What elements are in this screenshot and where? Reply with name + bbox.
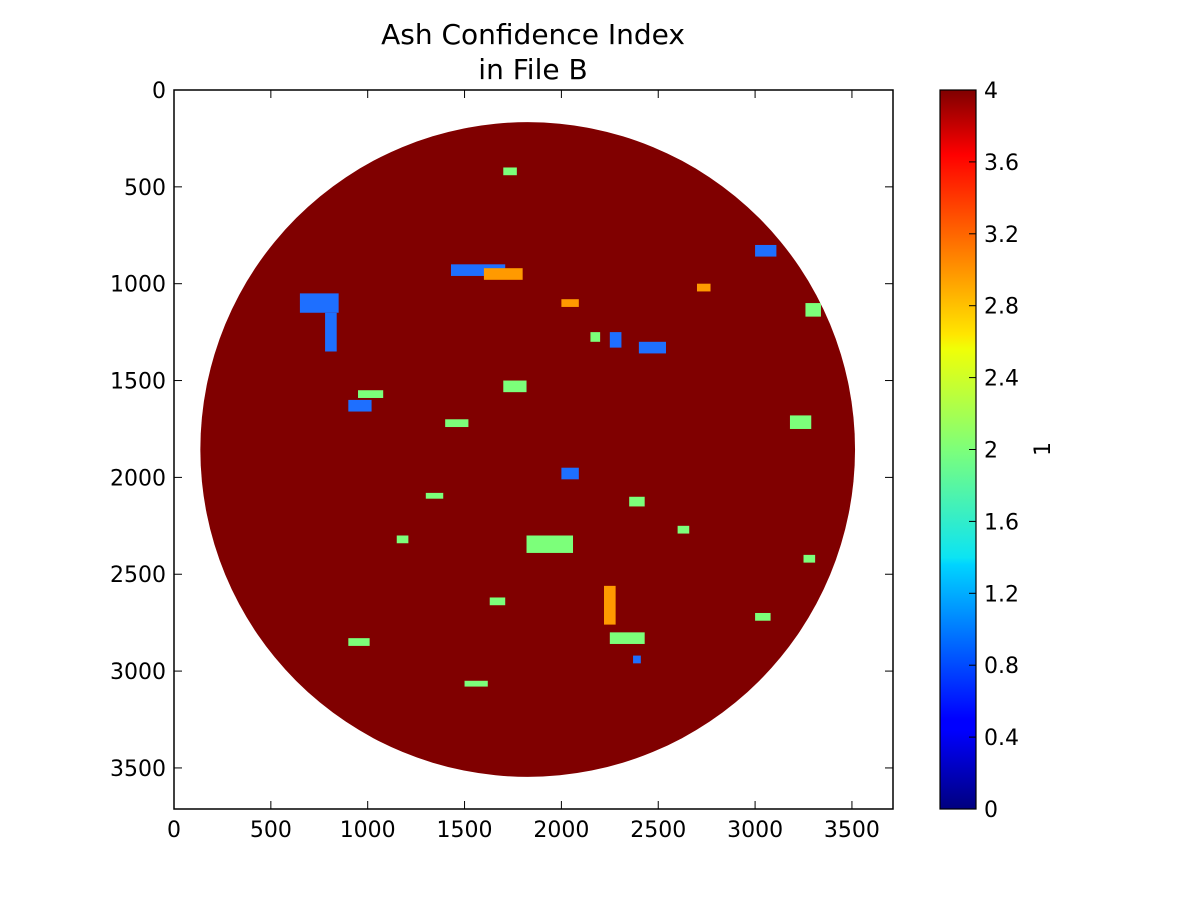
x-tick-label: 1000: [340, 818, 396, 843]
chart-title-line-1: Ash Confidence Index: [381, 18, 685, 51]
value-region: [561, 467, 579, 480]
value-region: [805, 303, 821, 317]
colorbar: [939, 89, 977, 810]
x-tick-label: 3500: [824, 818, 880, 843]
value-region: [348, 638, 370, 646]
x-tick-label: 500: [250, 818, 292, 843]
value-region: [450, 264, 506, 276]
y-tick-label: 3000: [110, 660, 166, 685]
value-region: [445, 419, 469, 428]
colorbar-tick-label: 1.6: [984, 510, 1019, 535]
colorbar-ticks: 0 0.4 0.8 1.2 1.6 2 2.4 2.8 3.2 3.6 4: [969, 79, 1019, 823]
value-region: [396, 535, 409, 544]
value-region: [526, 535, 574, 553]
y-tick-label: 1500: [110, 370, 166, 395]
value-region: [590, 332, 601, 342]
value-region: [609, 632, 645, 644]
colorbar-tick-label: 1.2: [984, 582, 1019, 607]
plot-area-frame: [173, 89, 894, 810]
value-region: [561, 299, 579, 307]
x-tick-label: 0: [167, 818, 181, 843]
colorbar-tick-label: 3.2: [984, 223, 1019, 248]
colorbar-tick-label: 4: [984, 79, 998, 104]
value-region: [348, 399, 372, 412]
heatmap-image: [200, 122, 856, 777]
chart-title-line-2: in File B: [478, 53, 587, 86]
x-tick-label: 2000: [533, 818, 589, 843]
value-region: [609, 332, 622, 348]
value-region: [325, 312, 337, 352]
value-region: [483, 268, 523, 280]
value-region: [633, 655, 641, 664]
value-region: [755, 612, 771, 621]
value-region: [803, 554, 816, 563]
colorbar-tick-label: 0: [984, 798, 998, 823]
colorbar-label: 1: [1031, 442, 1056, 456]
value-region: [604, 585, 616, 625]
y-tick-label: 1000: [110, 273, 166, 298]
earth-disk: [200, 122, 856, 777]
colorbar-tick-label: 2: [984, 439, 998, 464]
y-axis: 0 500 1000 1500 2000 2500 3000 3500: [110, 79, 893, 782]
colorbar-tick-label: 3.6: [984, 151, 1019, 176]
x-tick-label: 3000: [727, 818, 783, 843]
x-axis: 0 500 1000 1500 2000 2500 3000 3500: [167, 90, 880, 843]
y-tick-label: 500: [124, 176, 166, 201]
value-region: [425, 492, 444, 499]
value-region: [755, 244, 777, 257]
y-tick-label: 3500: [110, 757, 166, 782]
colorbar-tick-label: 0.4: [984, 726, 1019, 751]
value-region: [503, 167, 517, 176]
value-region: [789, 415, 812, 429]
value-region: [677, 525, 690, 534]
colorbar-tick-label: 2.8: [984, 295, 1019, 320]
value-region: [638, 341, 666, 354]
value-regions: [299, 167, 821, 687]
value-region: [696, 283, 711, 292]
value-region: [464, 680, 488, 687]
y-tick-label: 0: [152, 79, 166, 104]
y-tick-label: 2000: [110, 466, 166, 491]
value-region: [358, 390, 384, 398]
x-tick-label: 2500: [630, 818, 686, 843]
value-region: [503, 380, 527, 393]
colorbar-tick-label: 0.8: [984, 654, 1019, 679]
value-region: [299, 293, 339, 313]
y-tick-label: 2500: [110, 563, 166, 588]
value-region: [629, 496, 645, 507]
colorbar-tick-label: 2.4: [984, 367, 1019, 392]
x-tick-label: 1500: [437, 818, 493, 843]
value-region: [489, 597, 506, 606]
